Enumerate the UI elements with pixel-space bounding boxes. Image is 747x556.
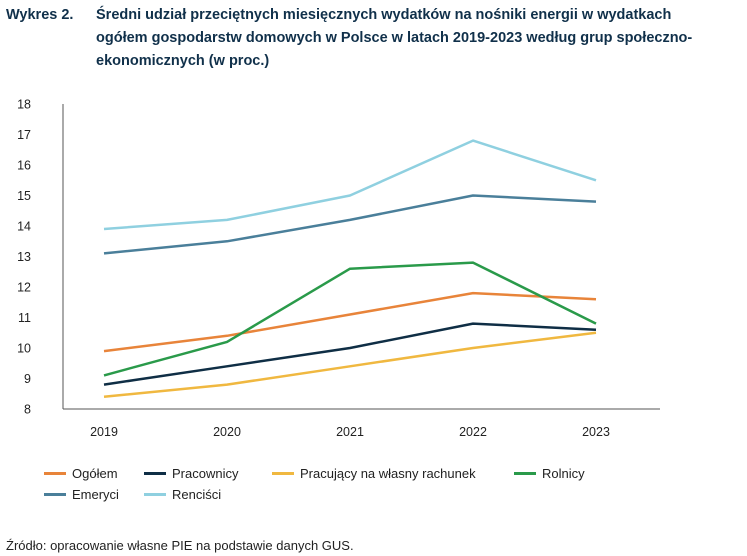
y-tick-label: 18 [17, 98, 31, 112]
x-tick-label: 2020 [213, 425, 241, 439]
legend-item: Rolnicy [514, 466, 585, 481]
series-line-pracownicy [103, 322, 597, 386]
legend-swatch [144, 493, 166, 496]
legend-item: Renciści [144, 487, 221, 502]
series-line-emeryci [103, 194, 597, 255]
x-tick-label: 2022 [459, 425, 487, 439]
y-tick-label: 17 [17, 128, 31, 142]
y-tick-label: 12 [17, 281, 31, 295]
legend-label: Pracownicy [172, 466, 239, 481]
y-tick-label: 13 [17, 250, 31, 264]
y-tick-label: 14 [17, 220, 31, 234]
y-tick-label: 9 [24, 372, 31, 386]
legend-swatch [144, 472, 166, 475]
x-tick-label: 2019 [90, 425, 118, 439]
legend-item: Ogółem [44, 466, 118, 481]
y-tick-label: 16 [17, 159, 31, 173]
legend-swatch [44, 472, 66, 475]
legend-label: Emeryci [72, 487, 119, 502]
figure-title-block: Wykres 2. Średni udział przeciętnych mie… [6, 4, 741, 73]
series-line-renciści [103, 139, 597, 231]
x-tick-label: 2021 [336, 425, 364, 439]
source-note: Źródło: opracowanie własne PIE na podsta… [6, 538, 354, 553]
legend-item: Pracujący na własny rachunek [272, 466, 476, 481]
x-tick-label: 2023 [582, 425, 610, 439]
figure-number: Wykres 2. [6, 7, 74, 23]
y-tick-label: 8 [24, 403, 31, 417]
y-tick-label: 15 [17, 189, 31, 203]
series-lines [103, 139, 597, 399]
x-axis: 2019 2020 2021 2022 2023 [63, 408, 660, 439]
legend-label: Rolnicy [542, 466, 585, 481]
legend-swatch [514, 472, 536, 475]
series-line-ogółem [103, 291, 597, 353]
legend-label: Renciści [172, 487, 222, 502]
legend-label: Ogółem [72, 466, 118, 481]
series-line-pracujący-na-własny-rachunek [103, 331, 597, 399]
legend-swatch [272, 472, 294, 475]
legend-label: Pracujący na własny rachunek [300, 466, 476, 481]
y-axis: 8 9 10 11 12 13 14 15 16 17 18 [17, 98, 64, 417]
legend-item: Emeryci [44, 487, 119, 502]
legend-swatch [44, 493, 66, 496]
figure-title: Średni udział przeciętnych miesięcznych … [96, 7, 693, 69]
y-tick-label: 10 [17, 342, 31, 356]
series-line-rolnicy [103, 261, 597, 377]
legend-item: Pracownicy [144, 466, 238, 481]
line-chart: 8 9 10 11 12 13 14 15 16 17 18 2019 2020 2021 2022 202… [17, 98, 660, 439]
y-tick-label: 11 [18, 311, 31, 325]
